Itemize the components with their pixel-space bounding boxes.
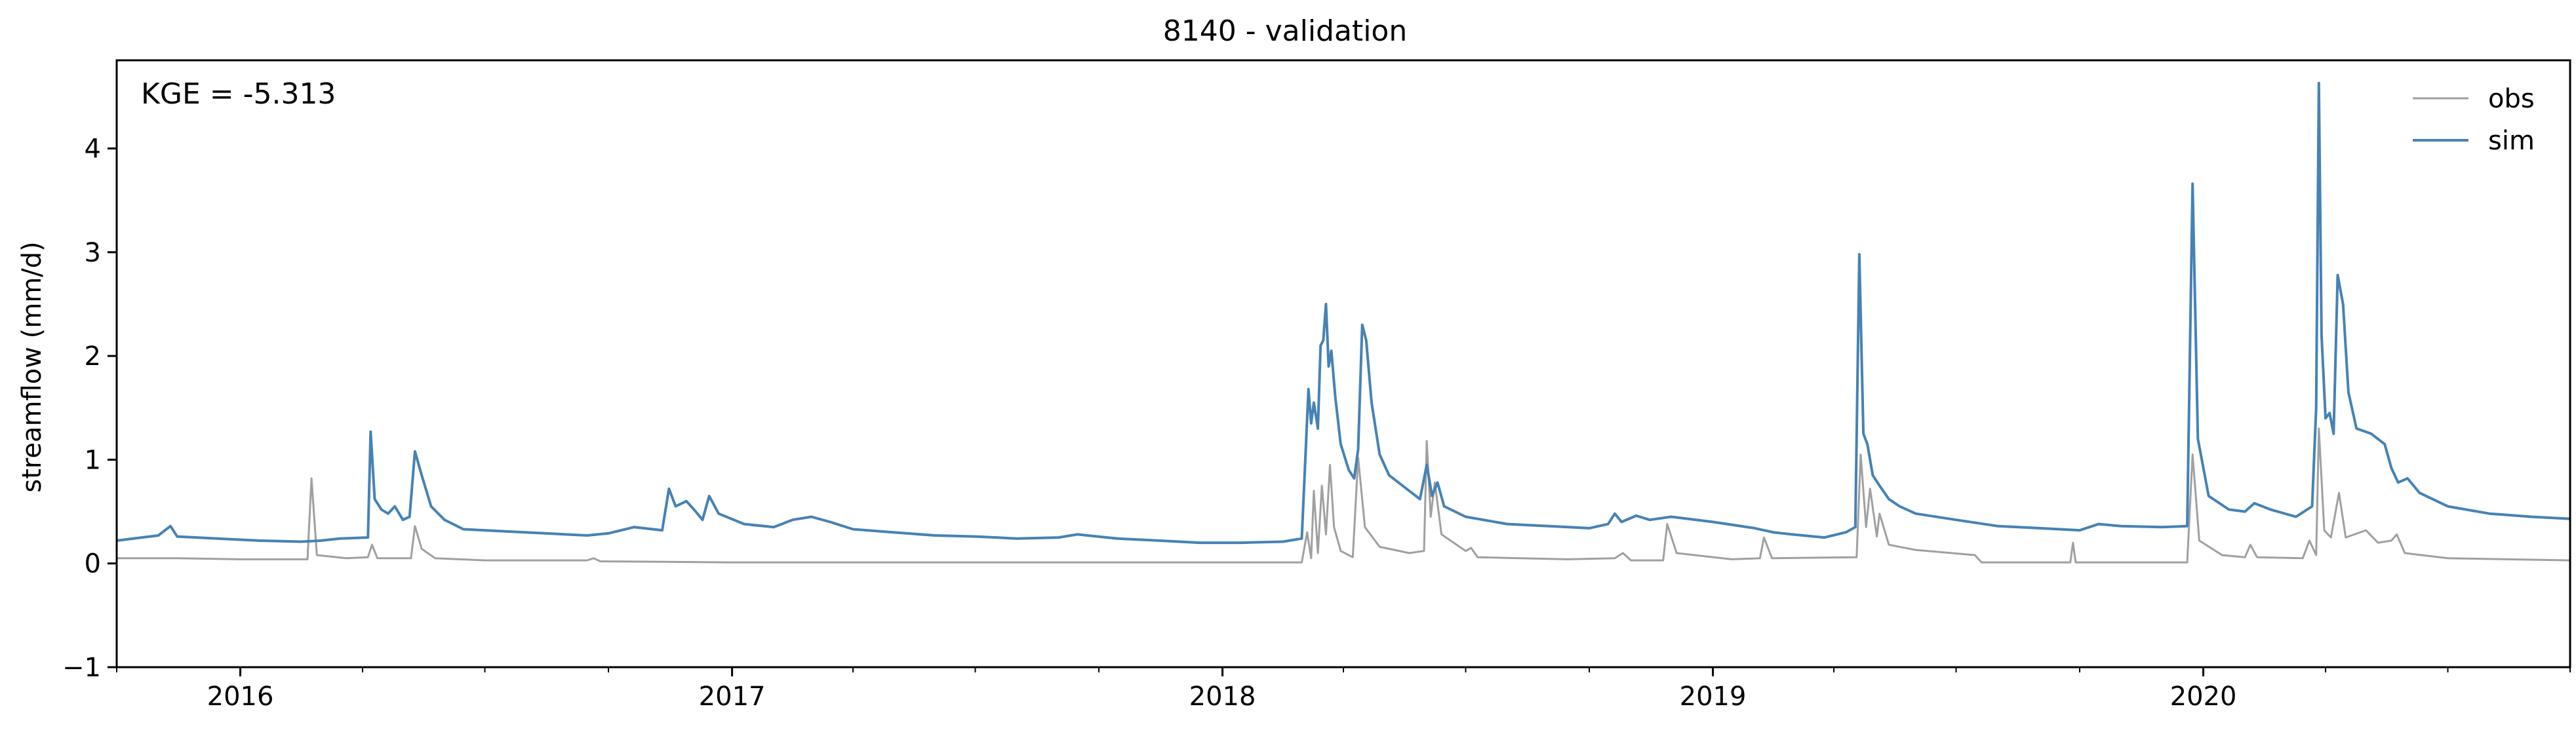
x-tick-label: 2016 [207,682,274,712]
chart-title: 8140 - validation [1163,14,1407,48]
legend-label-sim: sim [2488,126,2535,156]
series-line-sim [117,81,2570,545]
y-tick-label: 2 [85,341,101,372]
series-line-obs [117,427,2570,564]
y-tick-label: 4 [85,134,101,165]
x-tick-label: 2017 [699,682,766,712]
x-tick-label: 2019 [1680,682,1747,712]
x-tick-label: 2018 [1189,682,1256,712]
y-tick-label: 0 [85,549,101,579]
kge-annotation: KGE = -5.313 [141,77,336,111]
axes: −1 0 1 2 3 4 2016 2017 2018 2019 2020 [62,134,2571,712]
plot-area [117,81,2570,564]
y-tick-label: 3 [85,238,101,268]
legend-label-obs: obs [2488,84,2535,114]
y-tick-label: 1 [85,445,101,475]
legend: obs sim [2413,84,2535,156]
y-axis-label: streamflow (mm/d) [17,241,47,492]
y-tick-label: −1 [62,653,101,683]
plot-frame [115,59,2571,668]
x-tick-label: 2020 [2170,682,2237,712]
